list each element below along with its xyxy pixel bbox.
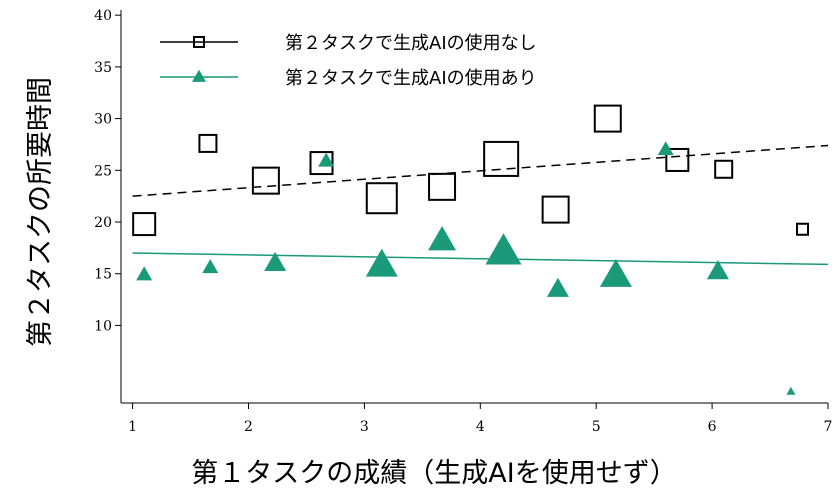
legend-label: 第２タスクで生成AIの使用なし: [285, 33, 537, 54]
data-point-no-ai: [365, 182, 398, 215]
data-points: [132, 104, 810, 395]
trend-line-no-ai: [132, 144, 829, 197]
x-tick-label: 1: [128, 419, 137, 435]
x-tick-label: 3: [360, 419, 369, 435]
data-point-no-ai: [309, 151, 334, 176]
x-tick-label: 4: [476, 419, 485, 435]
tick-labels: 1 2 3 4 5 6 7 10 15 20 25 30 35 40: [94, 8, 832, 435]
data-point-no-ai: [796, 222, 810, 236]
data-point-no-ai: [593, 104, 622, 133]
y-tick-label: 25: [94, 163, 112, 179]
data-point-with-ai: [428, 226, 457, 251]
data-point-with-ai: [264, 251, 287, 272]
data-point-with-ai: [365, 248, 398, 277]
data-point-with-ai: [136, 266, 153, 281]
data-point-with-ai: [546, 277, 569, 297]
x-tick-label: 6: [708, 419, 717, 435]
y-tick-label: 20: [94, 215, 112, 231]
y-tick-label: 10: [94, 318, 112, 334]
y-tick-label: 15: [94, 267, 112, 283]
data-point-no-ai: [132, 212, 157, 237]
y-tick-label: 35: [94, 60, 112, 76]
y-tick-label: 30: [94, 112, 112, 128]
x-tick-label: 7: [824, 419, 833, 435]
data-point-no-ai: [483, 140, 520, 177]
legend-square-marker: [193, 36, 205, 48]
data-point-with-ai: [657, 141, 674, 156]
data-point-with-ai: [786, 386, 796, 395]
legend-label: 第２タスクで生成AIの使用あり: [285, 68, 537, 89]
axes: [115, 10, 829, 409]
data-point-with-ai: [202, 259, 219, 274]
y-axis-title: 第２タスクの所要時間: [25, 77, 56, 347]
data-point-no-ai: [428, 172, 457, 201]
x-tick-label: 5: [592, 419, 601, 435]
data-point-no-ai: [714, 159, 734, 179]
data-point-with-ai: [599, 259, 632, 287]
data-point-with-ai: [706, 260, 729, 280]
trend-line-with-ai: [132, 252, 829, 266]
data-point-no-ai: [198, 133, 218, 153]
x-axis-title: 第１タスクの成績（生成AIを使用せず）: [191, 458, 676, 489]
x-tick-label: 2: [244, 419, 253, 435]
data-point-with-ai: [318, 152, 335, 167]
legend-triangle-marker: [192, 69, 206, 82]
data-point-with-ai: [485, 233, 522, 265]
data-point-no-ai: [541, 195, 570, 224]
data-point-no-ai: [251, 166, 280, 195]
y-tick-label: 40: [94, 8, 112, 24]
trend-lines: [132, 144, 829, 266]
data-point-no-ai: [665, 147, 690, 172]
